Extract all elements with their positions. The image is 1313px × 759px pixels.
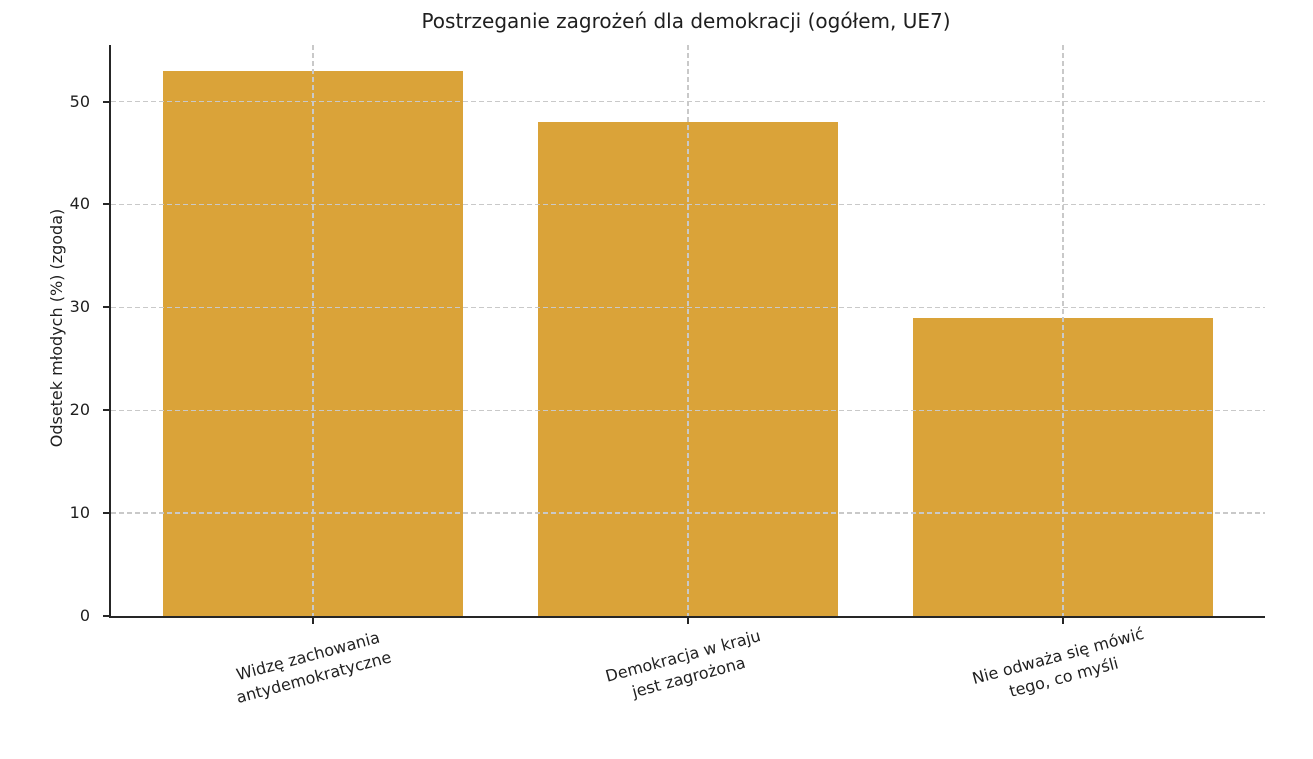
gridline-x-0 (312, 45, 314, 616)
y-tick-label-10: 10 (69, 503, 90, 523)
x-tick-label-2: Nie odważa się mówić tego, co myśli (970, 623, 1146, 701)
gridline-x-2 (1062, 45, 1064, 616)
chart-title: Postrzeganie zagrożeń dla demokracji (og… (421, 9, 951, 33)
gridline-x-1 (687, 45, 689, 616)
x-tick-label-1: Demokracja w kraju jest zagrożona (603, 626, 763, 702)
y-axis-label: Odsetek młodych (%) (zgoda) (47, 208, 66, 448)
y-tick-mark-50 (103, 100, 109, 103)
y-tick-label-40: 40 (69, 194, 90, 214)
y-tick-mark-20 (103, 409, 109, 412)
x-tick-label-0: Widzę zachowania antydemokratyczne (234, 627, 394, 707)
y-tick-label-20: 20 (69, 400, 90, 420)
y-tick-mark-0 (103, 615, 109, 617)
y-tick-mark-30 (103, 306, 109, 309)
y-tick-label-0: 0 (79, 606, 90, 625)
x-tick-mark-2 (1062, 618, 1064, 624)
y-tick-label-30: 30 (69, 297, 90, 317)
y-tick-mark-40 (103, 203, 109, 206)
x-tick-mark-0 (312, 618, 314, 624)
y-tick-mark-10 (103, 512, 109, 515)
plot-area (103, 45, 1265, 624)
x-tick-mark-1 (687, 618, 689, 624)
y-tick-label-50: 50 (69, 91, 90, 111)
